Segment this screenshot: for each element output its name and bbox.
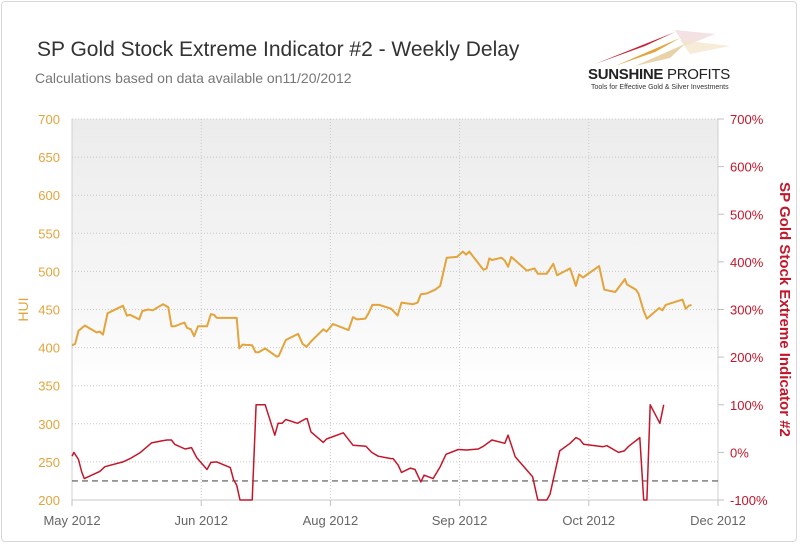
y-left-tick-label: 700 xyxy=(38,112,60,127)
y-right-tick-label: 500% xyxy=(730,207,764,222)
hui-series-line xyxy=(71,250,692,358)
logo-tagline: Tools for Effective Gold & Silver Invest… xyxy=(591,84,729,91)
y-right-tick-label: 400% xyxy=(730,255,764,270)
y-left-tick-label: 300 xyxy=(38,417,60,432)
chart-title: SP Gold Stock Extreme Indicator #2 - Wee… xyxy=(37,38,520,61)
y-left-tick-label: 400 xyxy=(38,341,60,356)
y-left-tick-label: 600 xyxy=(38,188,60,203)
y-left-tick-label: 250 xyxy=(38,455,60,470)
y-right-tick-label: -100% xyxy=(730,493,768,508)
plot-background xyxy=(72,119,718,389)
y-right-tick-label: 300% xyxy=(730,303,764,318)
x-tick-label: Dec 2012 xyxy=(690,513,746,528)
x-tick-label: Aug 2012 xyxy=(303,513,359,528)
logo-name: SUNSHINE PROFITS xyxy=(588,66,730,83)
y-left-tick-label: 500 xyxy=(38,264,60,279)
y-left-tick-label: 550 xyxy=(38,226,60,241)
x-tick-label: May 2012 xyxy=(43,513,100,528)
y-left-tick-label: 350 xyxy=(38,379,60,394)
y-left-tick-label: 650 xyxy=(38,150,60,165)
sunshine-profits-logo xyxy=(595,30,730,66)
x-tick-label: Sep 2012 xyxy=(432,513,488,528)
chart-subtitle: Calculations based on data available on1… xyxy=(35,70,352,86)
indicator-series-line xyxy=(71,404,665,501)
y-left-axis-title: HUI xyxy=(15,297,31,321)
y-right-axis-title: SP Gold Stock Extreme Indicator #2 xyxy=(776,182,793,437)
y-left-tick-label: 450 xyxy=(38,303,60,318)
x-tick-label: Oct 2012 xyxy=(562,513,615,528)
y-right-tick-label: 600% xyxy=(730,160,764,175)
x-tick-label: Jun 2012 xyxy=(174,513,228,528)
y-right-tick-label: 0% xyxy=(730,445,749,460)
y-left-tick-label: 200 xyxy=(38,493,60,508)
y-right-tick-label: 100% xyxy=(730,398,764,413)
y-right-tick-label: 200% xyxy=(730,350,764,365)
y-right-tick-label: 700% xyxy=(730,112,764,127)
